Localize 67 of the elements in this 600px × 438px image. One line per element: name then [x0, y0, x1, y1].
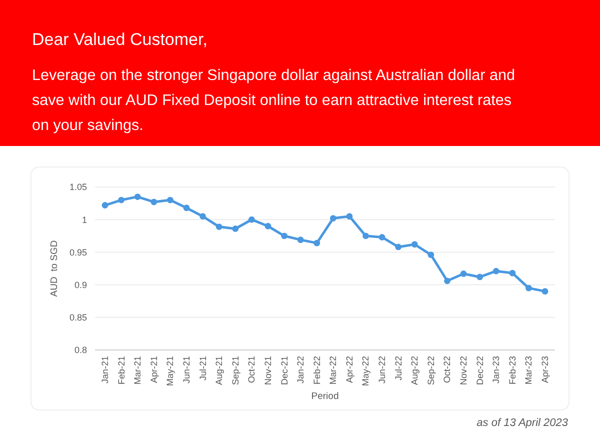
y-tick-label: 1.05	[69, 182, 87, 192]
y-tick-label: 0.9	[74, 280, 87, 290]
point	[102, 202, 108, 208]
y-tick-label: 1	[82, 214, 87, 225]
point	[264, 222, 272, 230]
x-tick-label: Apr-23	[540, 356, 550, 384]
point	[395, 244, 402, 250]
x-tick-label: Jan-21	[100, 356, 110, 384]
x-tick-label: Feb-21	[116, 356, 126, 385]
point	[492, 268, 500, 274]
point	[297, 236, 304, 244]
point	[428, 252, 434, 258]
y-tick-label: 0.85	[69, 312, 87, 323]
x-tick-label: Nov-22	[458, 356, 469, 386]
x-tick-label: Aug-21	[214, 356, 224, 386]
x-tick-label: Apr-22	[344, 356, 354, 384]
x-tick-label: Mar-23	[524, 356, 534, 385]
x-tick-label: Dec-21	[279, 356, 290, 386]
y-tick-label: 0.95	[69, 247, 87, 258]
point	[183, 204, 190, 212]
x-tick-label: Aug-22	[410, 356, 420, 386]
x-tick-label: May-22	[360, 356, 371, 386]
text: as of 13 April 2023	[476, 417, 569, 429]
x-tick-label: Jun-21	[181, 356, 192, 384]
point	[200, 213, 206, 220]
x-tick-label: Apr-21	[148, 356, 159, 384]
point	[314, 240, 320, 246]
x-tick-label: Oct-22	[442, 356, 452, 384]
chart-title: Dear Valued Customer,	[32, 30, 208, 49]
point	[281, 232, 288, 240]
x-axis-title: Period	[311, 391, 339, 402]
x-tick-label: Jan-22	[296, 356, 306, 384]
x-tick-label: Sep-22	[426, 356, 436, 386]
x-tick-label: Feb-23	[507, 356, 518, 385]
y-tick-label: 0.8	[74, 345, 87, 356]
x-tick-label: Jul-22	[393, 356, 404, 381]
x-tick-label: Sep-21	[230, 356, 240, 386]
point	[362, 232, 369, 240]
point	[166, 196, 174, 204]
point	[330, 215, 336, 222]
point	[150, 198, 158, 206]
point	[378, 234, 386, 240]
x-tick-label: Jan-23	[491, 356, 502, 384]
x-tick-label: Mar-22	[328, 356, 338, 385]
y-axis-title: AUD to SGD	[49, 240, 60, 297]
point	[542, 288, 548, 295]
x-tick-label: Jul-21	[198, 356, 208, 381]
point	[134, 194, 141, 200]
x-tick-label: May-21	[165, 356, 176, 386]
point	[216, 224, 222, 230]
point	[118, 196, 124, 204]
x-tick-label: Jun-22	[377, 356, 388, 384]
x-tick-label: Dec-22	[474, 356, 485, 386]
point	[411, 241, 418, 248]
point	[232, 226, 239, 232]
point	[248, 216, 255, 223]
point	[526, 284, 532, 292]
x-tick-label: Oct-21	[246, 356, 257, 384]
x-tick-label: Feb-22	[312, 356, 322, 385]
x-tick-label: Nov-21	[262, 356, 273, 386]
point	[476, 274, 484, 280]
point	[509, 270, 516, 276]
point	[444, 278, 450, 284]
point	[460, 270, 467, 277]
chart-subtitle: Leverage on the stronger Singapore dollar against Australian dollar and save with our AUD Fixed Deposit online to earn attractive interest rates on your savings.	[32, 67, 516, 134]
x-tick-label: Mar-21	[132, 356, 143, 385]
point	[346, 213, 353, 220]
